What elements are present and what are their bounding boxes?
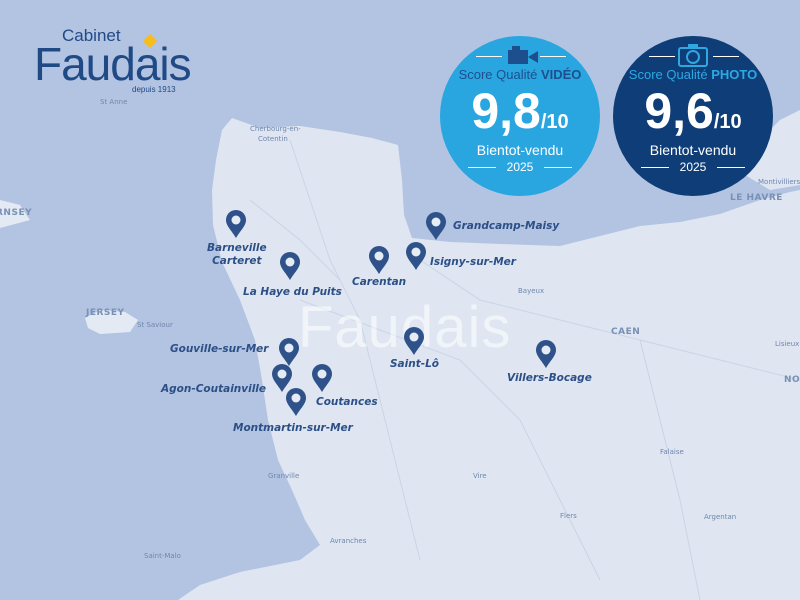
city-label-barneville-carteret: Barneville Carteret bbox=[207, 242, 267, 267]
map-pin-icon-gouville-sur-mer[interactable] bbox=[278, 337, 300, 367]
video-score-year: 2025 bbox=[506, 160, 534, 174]
map-label-saint-malo: Saint-Malo bbox=[144, 552, 181, 560]
video-score-subtitle: Bientot-vendu bbox=[476, 142, 564, 158]
logo-since: depuis 1913 bbox=[132, 85, 176, 94]
map-label-bayeux: Bayeux bbox=[518, 287, 545, 295]
map-pin-icon-isigny-sur-mer[interactable] bbox=[405, 241, 427, 271]
city-label-villers-bocage: Villers-Bocage bbox=[507, 372, 592, 384]
video-score-badge: Score Qualité VIDÉO 9,8/10 Bientot-vendu… bbox=[440, 36, 600, 196]
photo-camera-icon bbox=[678, 44, 708, 67]
map-pin-icon-barneville-carteret[interactable] bbox=[225, 209, 247, 239]
video-score-title: Score Qualité VIDÉO bbox=[458, 67, 582, 82]
map-pin-icon-montmartin-sur-mer[interactable] bbox=[285, 387, 307, 417]
map-label-vire: Vire bbox=[473, 472, 487, 480]
city-label-la-haye-du-puits: La Haye du Puits bbox=[243, 286, 342, 298]
land-jersey bbox=[85, 310, 138, 334]
map-label-st-anne: St Anne bbox=[100, 98, 128, 106]
logo-cabinet: Cabinet bbox=[62, 26, 121, 45]
video-camera-icon bbox=[508, 46, 538, 64]
map-label-flers: Flers bbox=[560, 512, 577, 520]
map-label-lisieux: Lisieux bbox=[775, 340, 800, 348]
map-label-avranches: Avranches bbox=[330, 537, 367, 545]
city-label-agon-coutainville: Agon-Coutainville bbox=[161, 383, 267, 395]
photo-score-subtitle: Bientot-vendu bbox=[649, 142, 737, 158]
city-label-carentan: Carentan bbox=[352, 276, 407, 288]
photo-score-year: 2025 bbox=[679, 160, 707, 174]
logo-name: Faudais bbox=[34, 38, 192, 90]
roads bbox=[249, 139, 800, 600]
photo-score-value: 9,6/10 bbox=[644, 83, 742, 139]
video-score-value: 9,8/10 bbox=[471, 83, 569, 139]
land-pays-de-caux bbox=[745, 110, 800, 190]
city-label-isigny-sur-mer: Isigny-sur-Mer bbox=[430, 256, 516, 268]
map-label-montivilliers: Montivilliers bbox=[758, 178, 800, 186]
watermark: Faudais bbox=[298, 295, 512, 360]
map-label-falaise: Falaise bbox=[660, 448, 684, 456]
map-label-argentan: Argentan bbox=[704, 513, 737, 521]
map-label-st-saviour: St Saviour bbox=[137, 321, 173, 329]
map-label-caen: CAEN bbox=[611, 327, 641, 337]
logo: Cabinet Faudais depuis 1913 bbox=[34, 26, 192, 98]
map-label-jersey: JERSEY bbox=[86, 308, 125, 318]
map-label-cherbourg: Cherbourg-en- bbox=[250, 125, 301, 133]
map-pin-icon-coutances[interactable] bbox=[311, 363, 333, 393]
city-label-gouville-sur-mer: Gouville-sur-Mer bbox=[170, 343, 269, 355]
map-pin-icon-carentan[interactable] bbox=[368, 245, 390, 275]
land-guernsey bbox=[0, 200, 30, 228]
map-pin-icon-la-haye-du-puits[interactable] bbox=[279, 251, 301, 281]
map-label-nor: NOR bbox=[784, 375, 800, 385]
map-pin-icon-grandcamp-maisy[interactable] bbox=[425, 211, 447, 241]
map-pin-icon-saint-lo[interactable] bbox=[403, 326, 425, 356]
map-label-cotentin: Cotentin bbox=[258, 135, 288, 143]
map-label-guernsey: RNSEY bbox=[0, 208, 33, 218]
city-label-montmartin-sur-mer: Montmartin-sur-Mer bbox=[233, 422, 353, 434]
city-label-grandcamp-maisy: Grandcamp-Maisy bbox=[453, 220, 560, 232]
map-label-granville: Granville bbox=[268, 472, 300, 480]
land-mainland bbox=[178, 118, 800, 600]
photo-score-title: Score Qualité PHOTO bbox=[628, 67, 758, 82]
map-pin-icon-villers-bocage[interactable] bbox=[535, 339, 557, 369]
map-label-le-havre: LE HAVRE bbox=[730, 193, 783, 203]
city-label-coutances: Coutances bbox=[316, 396, 378, 408]
map-pin-icon-agon-coutainville[interactable] bbox=[271, 363, 293, 393]
city-label-saint-lo: Saint-Lô bbox=[390, 358, 440, 370]
photo-score-badge: Score Qualité PHOTO 9,6/10 Bientot-vendu… bbox=[613, 36, 773, 196]
